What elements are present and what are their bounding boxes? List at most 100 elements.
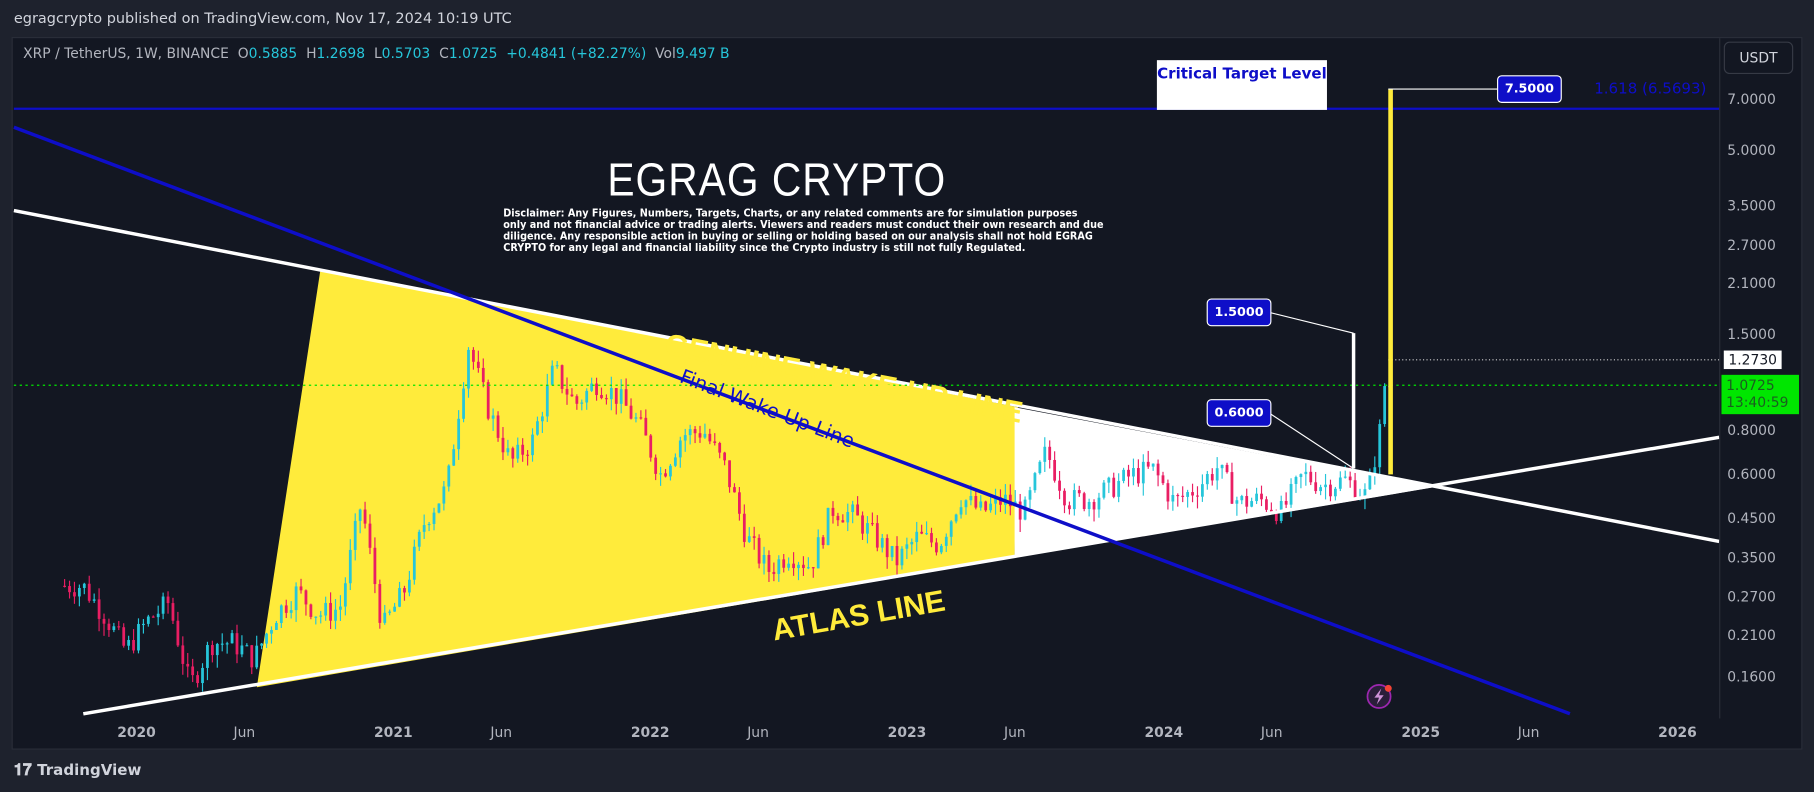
candle-body	[191, 666, 195, 676]
x-tick-label: 2020	[117, 724, 156, 741]
candle-body	[999, 497, 1002, 505]
candle-body	[378, 584, 382, 623]
candle-body	[1033, 473, 1037, 491]
symbol-legend: XRP / TetherUS, 1W, BINANCE O0.5885 H1.2…	[23, 45, 729, 61]
candle-body	[1171, 494, 1175, 502]
candle-body	[481, 367, 485, 383]
high-price-tag: 1.2730	[1723, 350, 1782, 370]
candle-body	[447, 465, 451, 487]
candle-body	[846, 512, 850, 523]
candle-body	[550, 365, 554, 385]
candle-body	[1146, 461, 1150, 467]
candle-body	[880, 538, 884, 548]
o-label: O	[237, 45, 249, 62]
candle-body	[132, 640, 135, 651]
candle-body	[811, 567, 815, 569]
x-tick-label: Jun	[233, 724, 256, 741]
candle-body	[1058, 480, 1061, 491]
candle-body	[1117, 480, 1121, 497]
candle-body	[1210, 474, 1214, 481]
candle-body	[624, 389, 628, 406]
low-connector	[1268, 412, 1354, 470]
candle-body	[1368, 473, 1372, 490]
candle-body	[122, 627, 126, 646]
candle-body	[161, 596, 165, 614]
candle-body	[1383, 386, 1387, 425]
candle-body	[501, 437, 505, 453]
candle-body	[644, 417, 648, 436]
bar-countdown: 13:40:59	[1726, 394, 1789, 411]
candle-body	[669, 465, 672, 477]
y-tick-label: 0.6000	[1727, 466, 1776, 483]
candle-body	[1299, 474, 1303, 478]
candle-body	[1343, 476, 1347, 478]
candle-body	[417, 531, 421, 547]
candle-body	[969, 495, 973, 501]
candle-body	[536, 421, 539, 435]
candle-body	[1166, 483, 1170, 502]
mid-connector	[1268, 311, 1354, 334]
candle-body	[792, 563, 795, 569]
candle-body	[383, 612, 387, 623]
tradingview-logo[interactable]: 𝟏𝟕 TradingView	[13, 761, 142, 780]
candle-body	[1245, 496, 1249, 507]
candle-body	[324, 602, 328, 616]
candle-body	[1363, 489, 1367, 498]
candle-body	[427, 523, 431, 526]
candle-body	[1309, 471, 1313, 483]
candle-body	[348, 549, 352, 584]
candle-body	[279, 605, 283, 623]
candle-body	[959, 507, 963, 515]
candle-body	[890, 545, 894, 558]
candle-body	[619, 389, 623, 404]
yellow-triangle-zone	[256, 269, 1019, 688]
y-tick-label: 2.1000	[1727, 275, 1776, 292]
candle-body	[309, 604, 313, 617]
candle-body	[708, 433, 712, 442]
candle-body	[585, 390, 589, 403]
candle-body	[974, 495, 978, 508]
candle-body	[1097, 497, 1101, 510]
candle-body	[1255, 493, 1258, 502]
candle-body	[77, 587, 81, 597]
candle-body	[531, 434, 534, 456]
candle-body	[787, 563, 791, 568]
candle-body	[102, 618, 106, 624]
candle-body	[1107, 477, 1111, 483]
candle-body	[925, 533, 928, 535]
candle-body	[1132, 468, 1135, 477]
candle-body	[797, 564, 800, 569]
y-tick-label: 0.1600	[1727, 668, 1776, 685]
candle-body	[230, 633, 234, 644]
candle-body	[979, 501, 983, 508]
candle-body	[856, 504, 860, 516]
candle-body	[772, 571, 776, 575]
candle-body	[398, 588, 401, 607]
candle-body	[540, 416, 544, 422]
candle-body	[605, 398, 608, 400]
candle-body	[186, 663, 190, 667]
publisher-line: egragcrypto published on TradingView.com…	[13, 9, 512, 27]
candle-body	[156, 613, 160, 618]
high-value: 1.2698	[316, 45, 366, 62]
x-tick-label: Jun	[1260, 724, 1283, 741]
candle-body	[422, 525, 426, 532]
candle-body	[895, 545, 899, 566]
candle-body	[343, 583, 347, 607]
candle-body	[368, 523, 372, 548]
currency-button[interactable]: USDT	[1723, 41, 1794, 75]
candle-body	[408, 579, 411, 593]
candle-body	[146, 616, 150, 624]
candle-body	[713, 441, 717, 444]
x-tick-label: Jun	[747, 724, 769, 741]
h-label: H	[306, 45, 317, 62]
price-axis[interactable]	[1719, 38, 1801, 719]
y-tick-label: 0.3500	[1727, 548, 1776, 566]
candle-body	[82, 583, 86, 588]
candle-body	[250, 645, 254, 668]
y-tick-label: 1.5000	[1727, 326, 1776, 343]
candle-body	[462, 388, 465, 419]
candle-body	[1324, 484, 1327, 488]
